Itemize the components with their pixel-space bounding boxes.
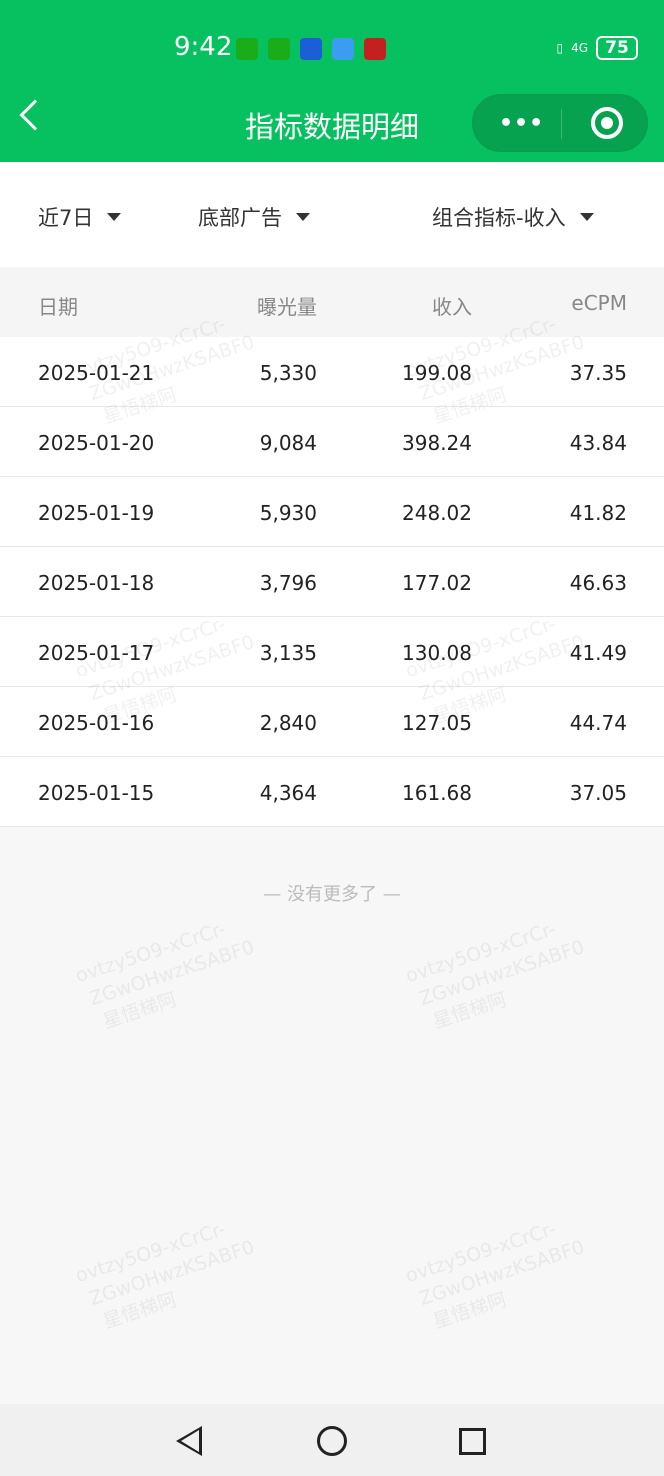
nav-recents-icon[interactable] <box>459 1428 486 1455</box>
top-bar: 9:42 ▯ 4G 75 指标数据明细 ••• <box>0 0 664 162</box>
watermark-line: 星悟梯阿 <box>430 1288 510 1333</box>
table-row: 2025-01-15 4,364 161.68 37.05 <box>0 757 664 827</box>
table-header: 日期 曝光量 收入 eCPM <box>0 267 664 337</box>
system-nav-bar <box>0 1404 664 1476</box>
cell-ecpm: 43.84 <box>569 431 627 455</box>
watermark-line: ZGwOHwzKSABF0 <box>86 1236 258 1311</box>
weather-icon <box>332 38 354 60</box>
cell-impressions: 3,796 <box>259 571 317 595</box>
filter-bar: 近7日 底部广告 组合指标-收入 <box>0 162 664 267</box>
cell-revenue: 199.08 <box>402 361 472 385</box>
watermark-line: 星悟梯阿 <box>100 988 180 1033</box>
cell-ecpm: 41.82 <box>569 501 627 525</box>
cell-impressions: 4,364 <box>259 781 317 805</box>
nav-home-icon[interactable] <box>317 1426 347 1456</box>
caret-down-icon <box>579 213 594 221</box>
more-icon[interactable]: ••• <box>499 111 545 136</box>
vibrate-icon: ▯ <box>556 41 564 55</box>
signal-icon: 4G <box>571 41 588 55</box>
cell-ecpm: 44.74 <box>569 711 627 735</box>
column-header-ecpm: eCPM <box>571 291 627 315</box>
cell-impressions: 9,084 <box>259 431 317 455</box>
ad-type-dropdown[interactable]: 底部广告 <box>198 202 310 232</box>
cell-impressions: 2,840 <box>259 711 317 735</box>
column-header-impressions: 曝光量 <box>257 295 317 319</box>
column-header-revenue: 收入 <box>432 295 472 319</box>
table-row: 2025-01-19 5,930 248.02 41.82 <box>0 477 664 547</box>
battery-icon: 75 <box>596 36 638 60</box>
cell-date: 2025-01-19 <box>38 501 155 525</box>
divider <box>561 109 562 139</box>
dropdown-label: 组合指标-收入 <box>432 206 566 230</box>
nav-back-icon[interactable] <box>176 1426 202 1456</box>
close-target-icon[interactable] <box>591 107 623 139</box>
table-row: 2025-01-16 2,840 127.05 44.74 <box>0 687 664 757</box>
watermark-line: ZGwOHwzKSABF0 <box>86 936 258 1011</box>
status-time: 9:42 <box>174 32 233 62</box>
dropdown-label: 近7日 <box>38 206 94 230</box>
table-row: 2025-01-18 3,796 177.02 46.63 <box>0 547 664 617</box>
wechat-icon <box>236 38 258 60</box>
cell-date: 2025-01-17 <box>38 641 155 665</box>
cell-revenue: 161.68 <box>402 781 472 805</box>
column-header-date: 日期 <box>38 295 78 319</box>
cell-impressions: 3,135 <box>259 641 317 665</box>
cell-date: 2025-01-20 <box>38 431 155 455</box>
no-more-text: — 没有更多了 — <box>263 884 401 905</box>
dropdown-label: 底部广告 <box>198 206 282 230</box>
cell-revenue: 130.08 <box>402 641 472 665</box>
cell-ecpm: 41.49 <box>569 641 627 665</box>
caret-down-icon <box>296 213 310 221</box>
watermark-line: 星悟梯阿 <box>430 988 510 1033</box>
caret-down-icon <box>107 213 122 221</box>
table-row: 2025-01-17 3,135 130.08 41.49 <box>0 617 664 687</box>
table-body: 2025-01-21 5,330 199.08 37.35 2025-01-20 9,08… <box>0 337 664 827</box>
status-bar: 9:42 ▯ 4G 75 <box>0 30 664 70</box>
table-row: 2025-01-21 5,330 199.08 37.35 <box>0 337 664 407</box>
app-icon <box>300 38 322 60</box>
cell-date: 2025-01-15 <box>38 781 155 805</box>
watermark-line: 星悟梯阿 <box>100 1288 180 1333</box>
cell-impressions: 5,930 <box>259 501 317 525</box>
cell-ecpm: 37.35 <box>569 361 627 385</box>
cell-impressions: 5,330 <box>259 361 317 385</box>
cell-revenue: 248.02 <box>402 501 472 525</box>
cell-date: 2025-01-21 <box>38 361 155 385</box>
cell-revenue: 177.02 <box>402 571 472 595</box>
table-row: 2025-01-20 9,084 398.24 43.84 <box>0 407 664 477</box>
app-icon <box>364 38 386 60</box>
watermark-line: ovtzy5O9-xCrCr- <box>72 1217 229 1288</box>
miniprogram-capsule: ••• <box>472 94 648 152</box>
wechat-icon <box>268 38 290 60</box>
watermark-line: ZGwOHwzKSABF0 <box>416 1236 588 1311</box>
watermark-line: ZGwOHwzKSABF0 <box>416 936 588 1011</box>
cell-revenue: 127.05 <box>402 711 472 735</box>
cell-revenue: 398.24 <box>402 431 472 455</box>
metric-dropdown[interactable]: 组合指标-收入 <box>432 202 594 232</box>
date-range-dropdown[interactable]: 近7日 <box>38 202 122 232</box>
cell-date: 2025-01-16 <box>38 711 155 735</box>
cell-ecpm: 37.05 <box>569 781 627 805</box>
cell-date: 2025-01-18 <box>38 571 155 595</box>
watermark-line: ovtzy5O9-xCrCr- <box>402 917 559 988</box>
page-title: 指标数据明细 <box>244 110 419 144</box>
watermark-line: ovtzy5O9-xCrCr- <box>402 1217 559 1288</box>
cell-ecpm: 46.63 <box>569 571 627 595</box>
watermark-line: ovtzy5O9-xCrCr- <box>72 917 229 988</box>
